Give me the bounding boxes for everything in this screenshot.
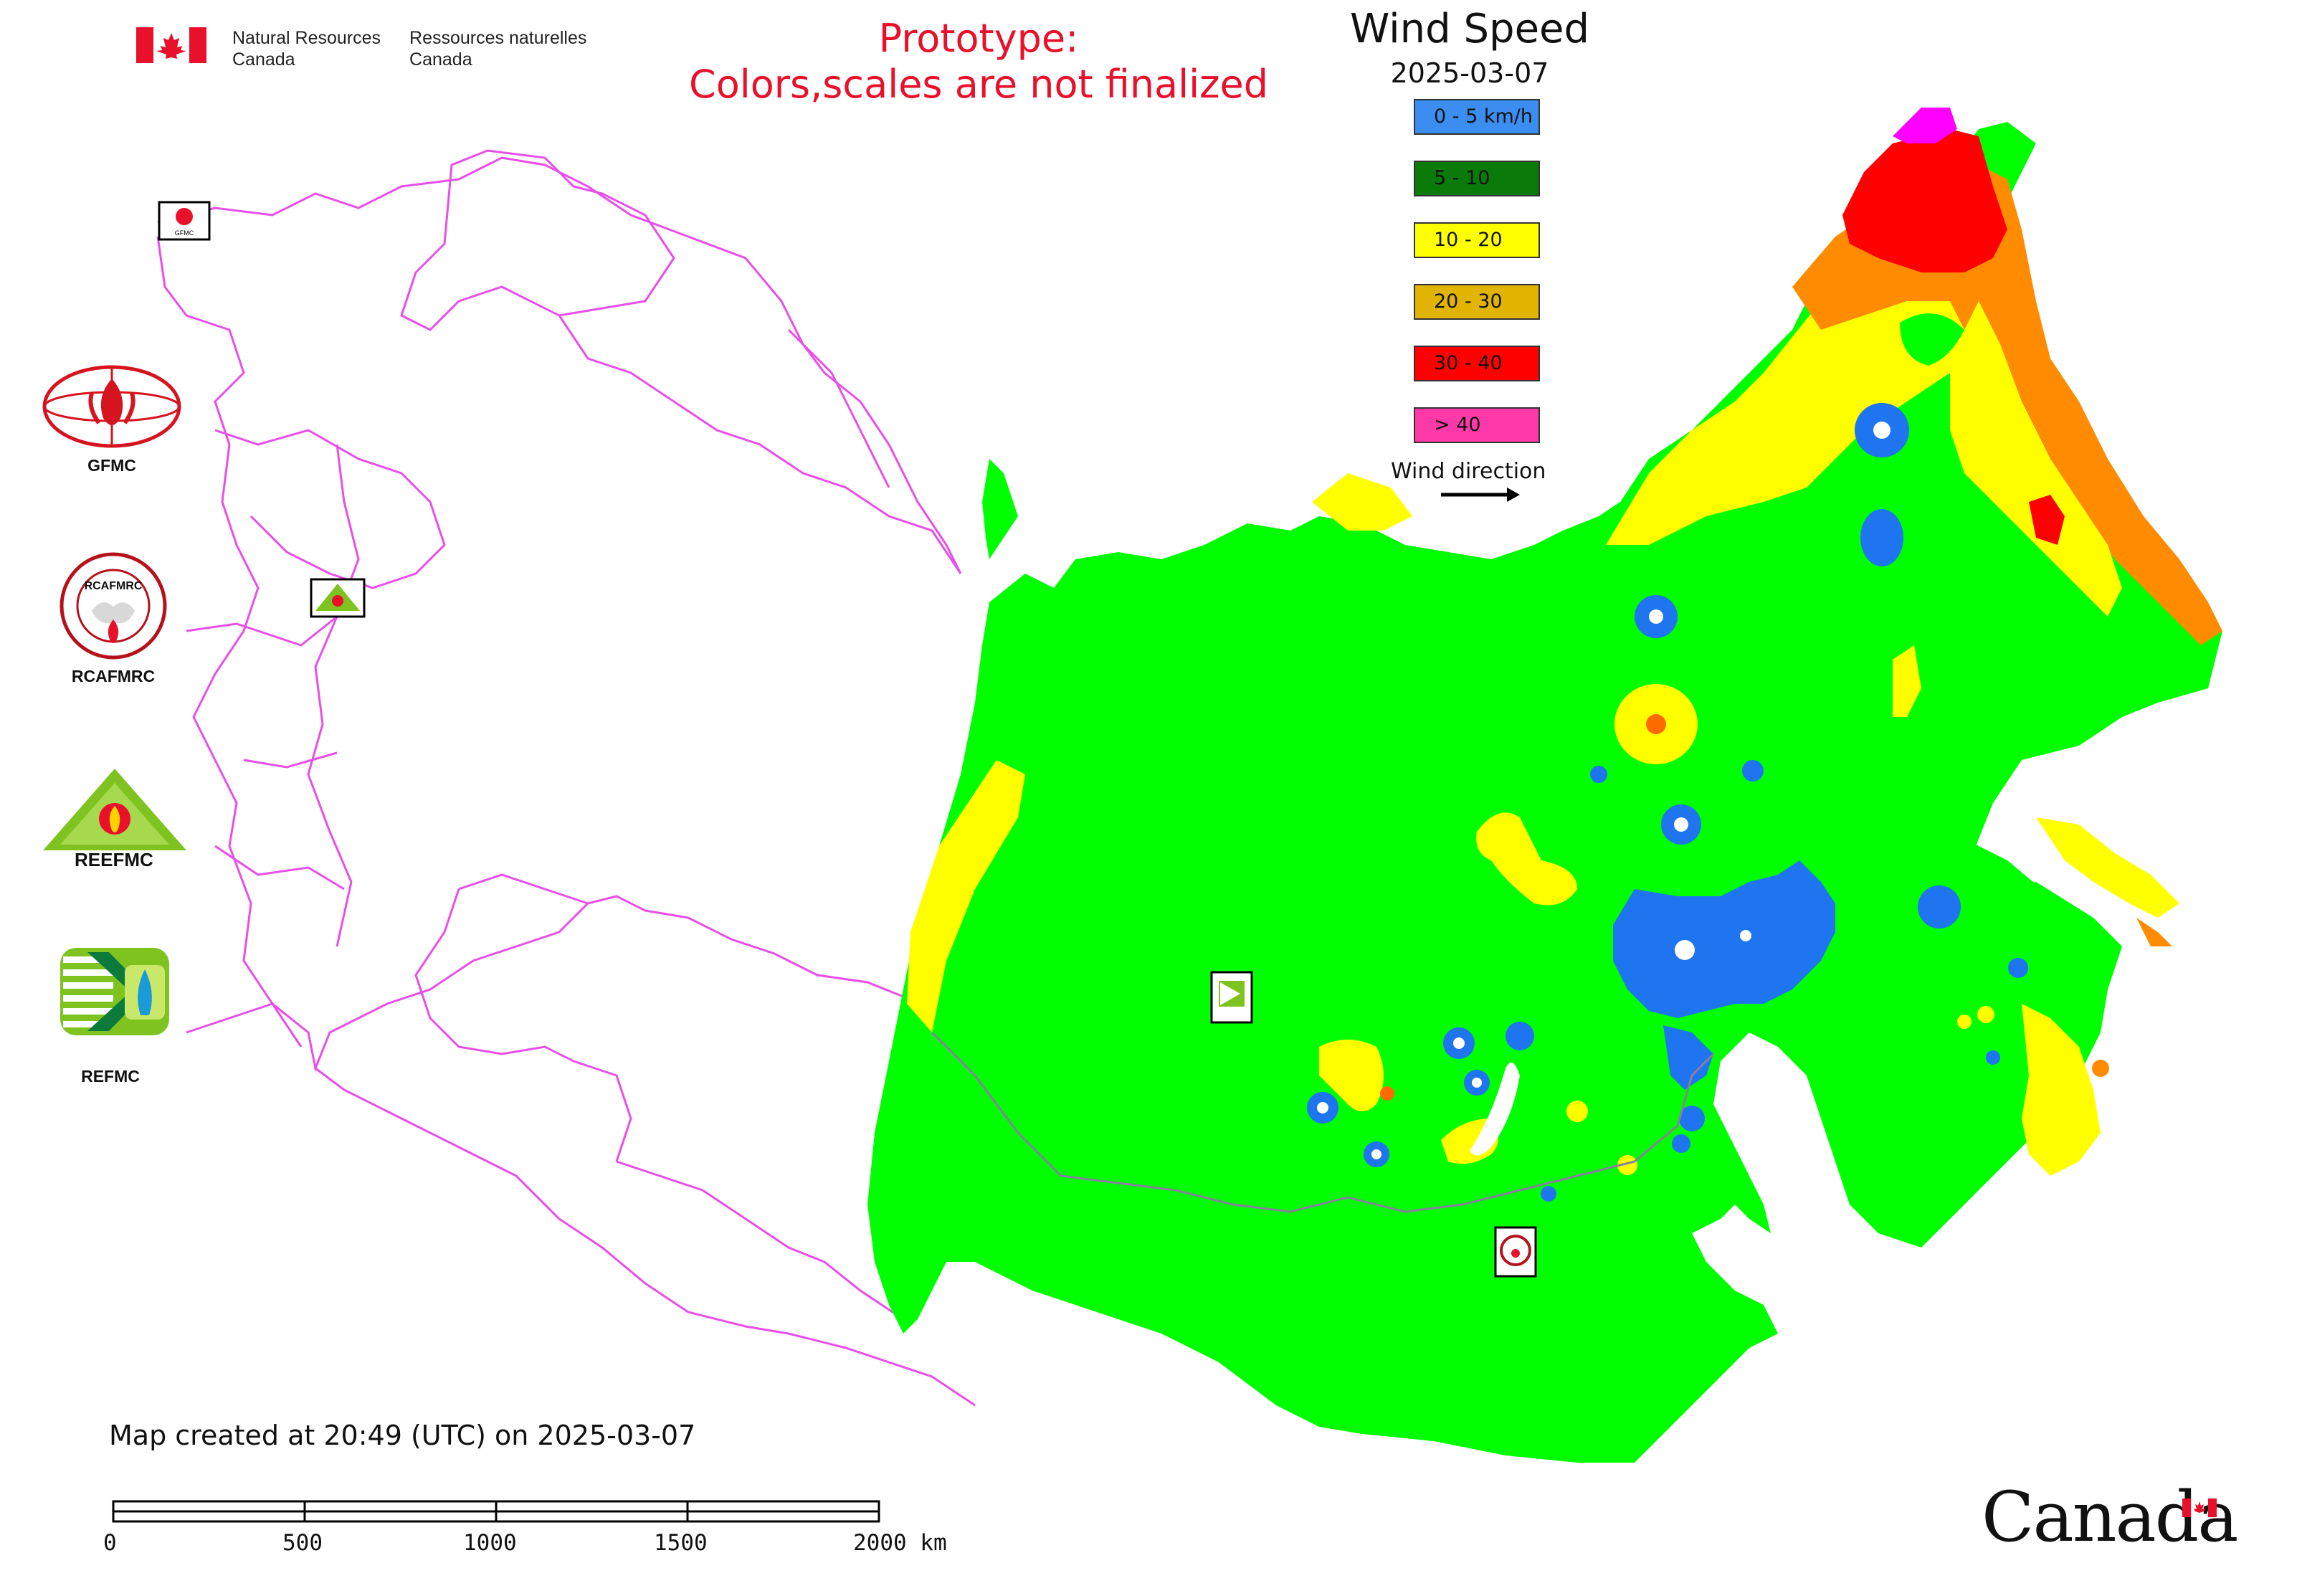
- prototype-line1: Prototype:: [878, 16, 1079, 61]
- legend-item-0: 0 - 5 km/h: [1414, 99, 1540, 135]
- refmc-label: REFMC: [81, 1067, 140, 1086]
- dept-fr-line2: Canada: [409, 49, 472, 70]
- wind-direction-arrow: [1441, 488, 1520, 502]
- gfmc-label: GFMC: [87, 456, 136, 475]
- map-marker-rcafmrc: [1494, 1226, 1537, 1278]
- dept-en-line1: Natural Resources: [232, 28, 381, 48]
- legend-item-3: 20 - 30: [1414, 284, 1540, 320]
- reefmc-logo: REEFMC: [43, 769, 186, 868]
- dept-name-en: Natural Resources Canada: [232, 27, 381, 70]
- scale-tick-1000: 1000: [463, 1530, 517, 1556]
- map-marker-reefmc: [310, 578, 366, 618]
- map-marker-refmc: [1210, 971, 1253, 1024]
- scale-bar: [112, 1500, 880, 1523]
- scale-tick-500: 500: [282, 1530, 323, 1556]
- canada-wordmark-flag-icon: [2182, 1498, 2217, 1517]
- canada-flag-icon: [136, 27, 206, 63]
- svg-text:RCAFMRC: RCAFMRC: [85, 580, 143, 592]
- svg-text:GFMC: GFMC: [175, 229, 194, 237]
- country-borders: [156, 149, 976, 1407]
- prototype-line2: Colors,scales are not finalized: [689, 62, 1268, 107]
- scale-tick-2000: 2000 km: [853, 1530, 947, 1556]
- scale-tick-0: 0: [103, 1530, 117, 1556]
- legend-title: Wind Speed: [1349, 6, 1590, 52]
- rcafmrc-label: RCAFMRC: [71, 667, 156, 685]
- legend-date: 2025-03-07: [1390, 57, 1549, 89]
- refmc-logo: [60, 948, 169, 1035]
- gfmc-logo: [42, 365, 181, 448]
- legend-item-2: 10 - 20: [1414, 222, 1540, 258]
- wind-zones: [907, 108, 2222, 1202]
- map-marker-gfmc: GFMC: [158, 201, 211, 241]
- legend-item-5: > 40: [1414, 407, 1540, 443]
- dept-name-fr: Ressources naturelles Canada: [409, 27, 586, 70]
- nrcan-signature: Natural Resources Canada Ressources natu…: [136, 27, 615, 70]
- dept-fr-line1: Ressources naturelles: [409, 28, 587, 48]
- rcafmrc-logo: RCAFMRC: [60, 552, 167, 660]
- legend-item-1: 5 - 10: [1414, 161, 1540, 196]
- canada-wordmark: Canada: [1982, 1477, 2238, 1557]
- scale-tick-1500: 1500: [654, 1530, 708, 1556]
- legend-item-4: 30 - 40: [1414, 346, 1540, 381]
- svg-text:REEFMC: REEFMC: [75, 849, 153, 868]
- prototype-notice: Prototype: Colors,scales are not finaliz…: [645, 16, 1312, 108]
- map-created-note: Map created at 20:49 (UTC) on 2025-03-07: [109, 1420, 696, 1451]
- international-border: [931, 1031, 1715, 1213]
- dept-en-line2: Canada: [232, 49, 295, 70]
- wind-direction-label: Wind direction: [1391, 459, 1546, 484]
